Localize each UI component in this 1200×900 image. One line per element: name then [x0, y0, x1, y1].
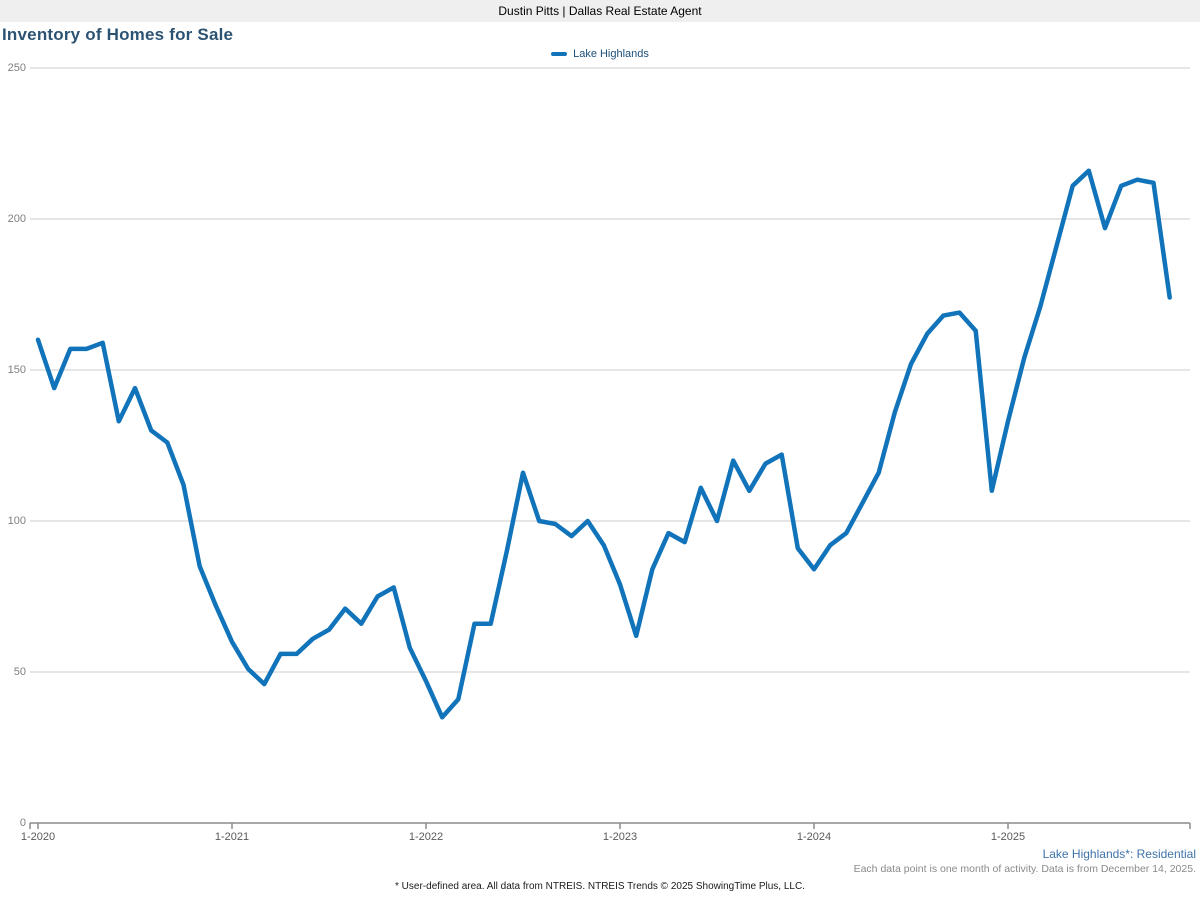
y-axis-label: 250	[7, 62, 26, 74]
x-axis-label: 1-2020	[20, 831, 56, 843]
series-line	[35, 168, 1172, 720]
y-axis-label: 200	[7, 213, 26, 225]
site-header-title: Dustin Pitts | Dallas Real Estate Agent	[498, 4, 702, 18]
y-axis-label: 0	[19, 817, 26, 829]
legend-line-marker	[551, 52, 568, 56]
x-axis-label: 1-2025	[990, 831, 1026, 843]
y-axis-label: 50	[13, 666, 26, 678]
x-axis-label: 1-2023	[602, 831, 638, 843]
x-axis-label: 1-2021	[214, 831, 250, 843]
chart-title: Inventory of Homes for Sale	[2, 25, 234, 44]
inventory-line-chart	[29, 67, 1191, 829]
y-axis-label: 150	[7, 364, 26, 376]
legend-label: Lake Highlands	[573, 48, 649, 60]
site-header: Dustin Pitts | Dallas Real Estate Agent	[0, 0, 1200, 22]
legend[interactable]: Lake Highlands	[0, 46, 1200, 62]
x-axis-label: 1-2024	[796, 831, 832, 843]
data-note: Each data point is one month of activity…	[853, 863, 1196, 875]
attribution-note: * User-defined area. All data from NTREI…	[395, 881, 805, 892]
y-axis-label: 100	[7, 515, 26, 527]
x-axis-label: 1-2022	[408, 831, 444, 843]
series-note: Lake Highlands*: Residential	[1042, 847, 1196, 861]
